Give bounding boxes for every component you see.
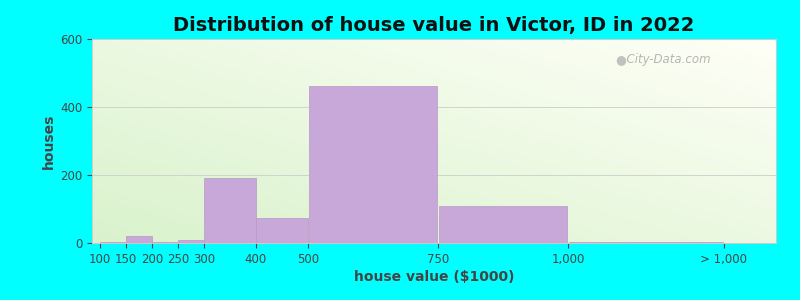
Text: City-Data.com: City-Data.com — [618, 53, 710, 66]
Y-axis label: houses: houses — [42, 113, 56, 169]
Bar — [569, 242, 723, 243]
Bar — [309, 86, 438, 243]
Bar — [100, 242, 126, 243]
Bar — [256, 218, 308, 243]
Title: Distribution of house value in Victor, ID in 2022: Distribution of house value in Victor, I… — [174, 16, 694, 35]
Bar — [438, 206, 567, 243]
X-axis label: house value ($1000): house value ($1000) — [354, 270, 514, 284]
Bar — [204, 178, 255, 243]
Bar — [152, 242, 178, 243]
Bar — [126, 236, 152, 243]
Bar — [178, 240, 204, 243]
Text: ●: ● — [615, 53, 626, 66]
